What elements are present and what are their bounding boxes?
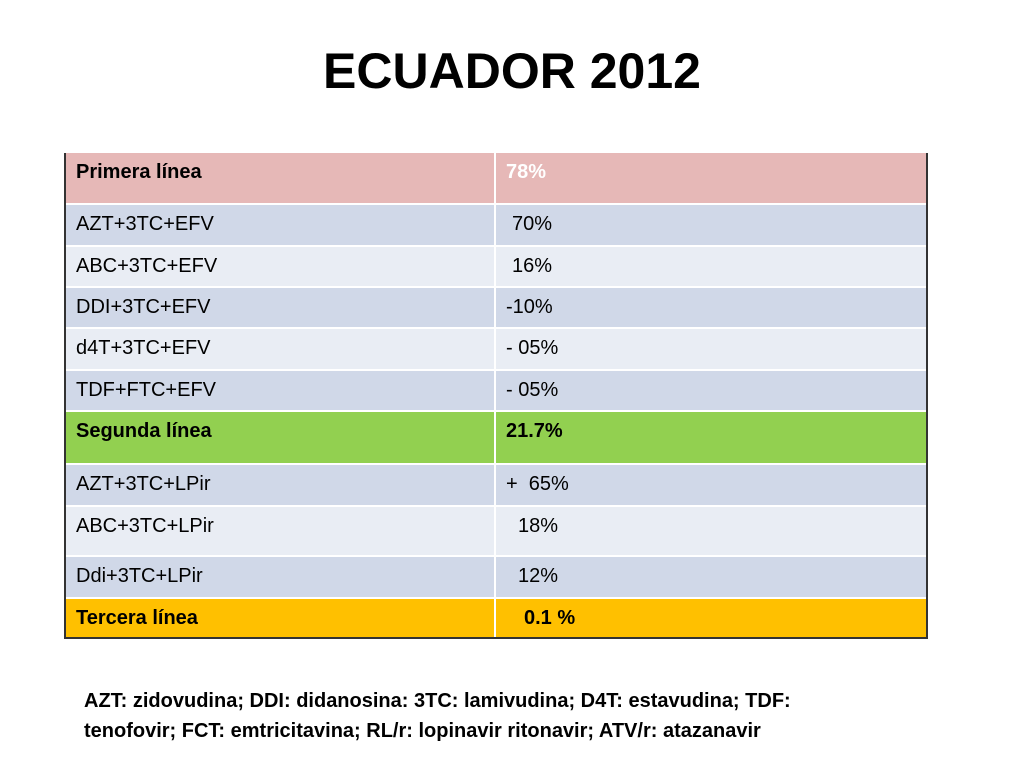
footnote: AZT: zidovudina; DDI: didanosina: 3TC: l… bbox=[84, 686, 791, 746]
table-cell: DDI+3TC+EFV bbox=[66, 288, 496, 327]
table-cell: ABC+3TC+LPir bbox=[66, 507, 496, 555]
table-cell: 16% bbox=[512, 255, 553, 277]
table-cell: 12% bbox=[518, 565, 559, 587]
table-row: d4T+3TC+EFV - 05% bbox=[66, 327, 926, 369]
table-cell: AZT+3TC+EFV bbox=[66, 205, 496, 245]
table-cell: AZT+3TC+LPir bbox=[66, 465, 496, 505]
slide-title: ECUADOR 2012 bbox=[323, 43, 701, 99]
table: Primera línea 78% AZT+3TC+EFV 70% ABC+3TC+EF… bbox=[64, 153, 928, 639]
table-cell: 70% bbox=[512, 213, 553, 235]
table-cell: - 05% bbox=[506, 337, 559, 359]
table-row: AZT+3TC+EFV 70% bbox=[66, 203, 926, 245]
table-row: Ddi+3TC+LPir 12% bbox=[66, 555, 926, 597]
table-cell: Segunda línea bbox=[66, 412, 496, 463]
table-row: AZT+3TC+LPir + 65% bbox=[66, 463, 926, 505]
table-cell: 78% bbox=[506, 161, 547, 183]
table-cell: Ddi+3TC+LPir bbox=[66, 557, 496, 597]
table-row: ABC+3TC+EFV 16% bbox=[66, 245, 926, 286]
table-row: Segunda línea 21.7% bbox=[66, 410, 926, 463]
table-cell: ABC+3TC+EFV bbox=[66, 247, 496, 286]
table-cell: 0.1 % bbox=[524, 607, 576, 629]
table-cell: 21.7% bbox=[506, 420, 563, 442]
table-row: DDI+3TC+EFV -10% bbox=[66, 286, 926, 327]
table-cell: Primera línea bbox=[66, 153, 496, 203]
table-row: ABC+3TC+LPir 18% bbox=[66, 505, 926, 555]
table-cell: 18% bbox=[518, 515, 559, 537]
footnote-line: tenofovir; FCT: emtricitavina; RL/r: lop… bbox=[84, 720, 761, 742]
table-row: TDF+FTC+EFV - 05% bbox=[66, 369, 926, 410]
table-cell: -10% bbox=[506, 296, 553, 318]
table-row: Primera línea 78% bbox=[66, 153, 926, 203]
table-cell: + 65% bbox=[506, 473, 569, 495]
table-row: Tercera línea 0.1 % bbox=[66, 597, 926, 637]
table-cell: d4T+3TC+EFV bbox=[66, 329, 496, 369]
table-cell: Tercera línea bbox=[66, 599, 496, 637]
table-cell: - 05% bbox=[506, 379, 559, 401]
footnote-line: AZT: zidovudina; DDI: didanosina: 3TC: l… bbox=[84, 690, 791, 712]
table-cell: TDF+FTC+EFV bbox=[66, 371, 496, 410]
